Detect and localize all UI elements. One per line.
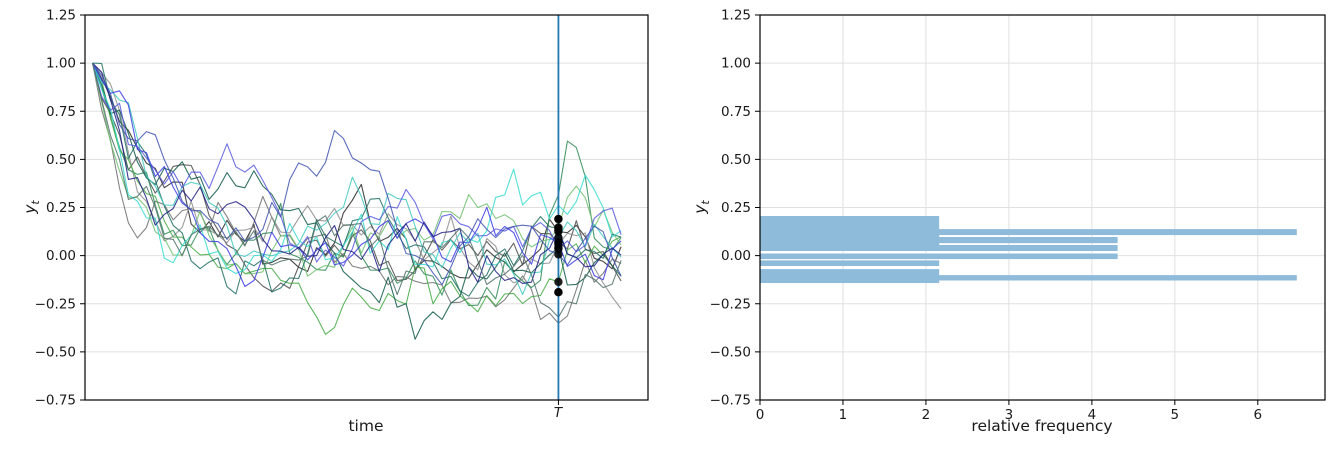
y-tick-label: −0.75 (35, 393, 76, 409)
series-line (92, 62, 622, 318)
left-x-axis-label: time (348, 417, 384, 435)
right-y-axis-label-main: y (691, 204, 709, 214)
y-tick-label: 0.50 (46, 152, 76, 168)
y-tick-label: 1.25 (46, 8, 76, 24)
right-y-axis-label-sub: t (699, 200, 713, 205)
terminal-dot (554, 214, 563, 224)
left-y-axis-label-main: y (21, 204, 39, 214)
y-tick-label: 0.00 (46, 248, 76, 264)
y-tick-label: 0.25 (46, 200, 76, 216)
y-tick-label: 1.25 (721, 8, 751, 24)
series-line (92, 62, 622, 277)
histogram-bar (760, 245, 1118, 251)
y-tick-label: 0.50 (721, 152, 751, 168)
y-tick-label: 1.00 (721, 56, 751, 72)
series-line (92, 62, 622, 288)
x-tick-label: 6 (1254, 407, 1263, 423)
series-line (92, 62, 622, 296)
y-tick-label: 0.75 (46, 104, 76, 120)
terminal-dot (554, 225, 563, 235)
x-tick-label: 2 (922, 407, 931, 423)
y-tick-label: −0.50 (710, 344, 751, 360)
histogram-bar (760, 237, 1118, 244)
x-tick-label: 0 (756, 407, 765, 423)
histogram-bar (760, 260, 940, 266)
right-y-axis-label: yt (689, 185, 713, 229)
x-tick-label: 1 (839, 407, 848, 423)
series-line (92, 62, 622, 275)
y-tick-label: 0.00 (721, 248, 751, 264)
terminal-dot (554, 277, 563, 287)
terminal-dot (554, 250, 563, 259)
y-tick-label: −0.25 (710, 296, 751, 312)
histogram-bar (760, 253, 1118, 260)
left-y-axis-label: yt (19, 185, 43, 229)
series-line (92, 62, 622, 340)
left-y-axis-label-sub: t (29, 200, 43, 205)
histogram-bar (760, 275, 1297, 281)
terminal-dot (554, 288, 563, 297)
series-line (92, 62, 622, 284)
series-line (92, 62, 622, 335)
right-x-axis-label: relative frequency (971, 417, 1113, 435)
y-tick-label: 0.25 (721, 200, 751, 216)
series-line (92, 62, 622, 267)
y-tick-label: −0.75 (710, 393, 751, 409)
y-tick-label: 0.75 (721, 104, 751, 120)
series-line (92, 62, 622, 286)
t-tick-label: T (553, 405, 563, 421)
series-line (92, 62, 622, 297)
terminal-dot (554, 238, 563, 247)
y-tick-label: 1.00 (46, 56, 76, 72)
y-tick-label: −0.50 (35, 344, 76, 360)
histogram-bar (760, 229, 1297, 236)
y-tick-label: −0.25 (35, 296, 76, 312)
series-line (92, 62, 622, 307)
x-tick-label: 5 (1171, 407, 1180, 423)
series-line (92, 62, 622, 279)
series-line (92, 62, 622, 324)
series-line (92, 62, 622, 292)
x-tick-label: 3 (1005, 407, 1014, 423)
x-tick-label: 4 (1088, 407, 1097, 423)
